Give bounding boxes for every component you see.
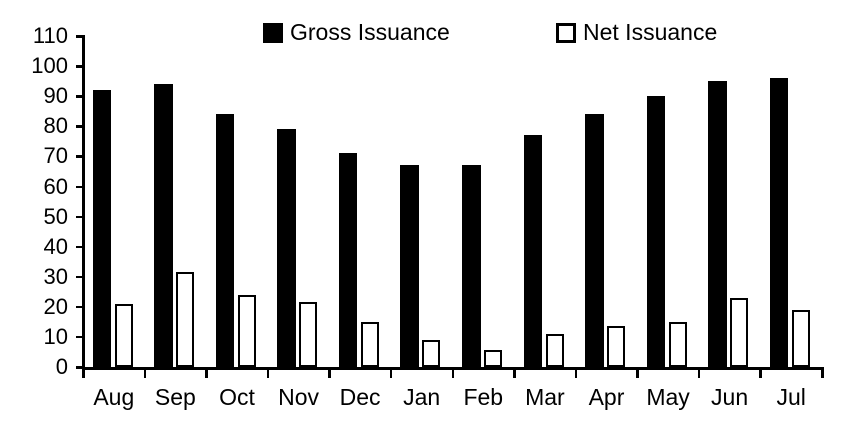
x-tick [205,367,208,378]
x-category-label: Sep [154,384,196,410]
y-tick [76,125,84,128]
x-category-label: Mar [525,384,565,410]
x-category-label: Dec [339,384,381,410]
x-tick [821,367,824,378]
x-tick [82,367,85,378]
x-tick [266,367,270,378]
y-axis-line [82,35,85,370]
x-category-label: Feb [463,384,504,410]
y-tick-label: 30 [43,263,68,289]
y-tick-label: 80 [43,113,68,139]
y-tick [76,185,84,188]
x-category-label: Aug [93,384,135,410]
y-tick [76,366,84,369]
x-tick [389,367,393,378]
gross-issuance-bar [708,81,727,367]
legend-label-net-issuance: Net Issuance [583,19,718,45]
gross-issuance-bar [277,129,296,367]
gross-issuance-bar [338,153,358,367]
x-tick [143,367,147,378]
y-tick [76,95,84,98]
x-tick [759,367,762,378]
y-tick [76,275,84,279]
net-issuance-bar [114,303,133,367]
x-tick [451,367,454,378]
gross-issuance-bar [769,78,789,367]
net-issuance-bar [299,302,318,367]
x-tick [636,367,639,378]
gross-issuance-bar [400,165,419,367]
y-tick [76,305,84,309]
x-category-label: May [646,384,690,410]
gross-issuance-bar [462,165,481,367]
net-issuance-bar [791,309,810,367]
x-tick [574,367,578,378]
net-issuance-bar [422,339,441,367]
net-issuance-bar [607,326,626,367]
x-tick [513,367,516,378]
x-category-label: Oct [219,384,255,410]
gross-issuance-bar [215,114,235,367]
x-category-label: Jun [711,384,749,410]
gross-issuance-bar [585,114,604,367]
net-issuance-bar [176,272,195,367]
gross-issuance-bar [523,135,543,367]
y-tick-label: 110 [32,23,68,48]
y-tick [76,35,84,38]
net-issuance-bar [545,333,564,367]
y-tick-label: 50 [43,203,68,229]
x-category-label: Jul [776,384,806,410]
x-category-label: Apr [588,384,625,410]
net-issuance-swatch-icon [556,22,576,43]
y-tick [76,155,84,158]
gross-issuance-bar [154,84,173,367]
x-category-label: Nov [278,384,320,410]
gross-issuance-bar [646,96,666,367]
y-tick [76,335,84,339]
y-tick-label: 40 [43,233,68,259]
y-tick-label: 0 [55,354,68,379]
y-tick-label: 20 [43,293,68,319]
y-tick-label: 60 [43,173,68,199]
y-tick [76,245,84,249]
net-issuance-bar [484,350,502,367]
y-tick-label: 10 [43,323,68,349]
gross-issuance-bar [92,90,111,367]
net-issuance-bar [730,297,749,367]
y-tick [76,215,84,218]
y-tick-label: 100 [31,53,68,79]
y-tick-label: 70 [43,143,68,169]
x-tick [328,367,331,378]
net-issuance-bar [237,294,256,367]
x-tick [697,367,701,378]
legend-item-net-issuance: Net Issuance [556,19,717,46]
legend-item-gross-issuance: Gross Issuance [263,19,450,46]
net-issuance-bar [360,321,379,367]
y-tick-label: 90 [43,83,68,109]
y-tick [76,65,84,68]
gross-issuance-swatch-icon [263,22,283,43]
x-category-label: Jan [403,384,441,410]
net-issuance-bar [668,321,687,367]
legend-label-gross-issuance: Gross Issuance [290,19,450,45]
